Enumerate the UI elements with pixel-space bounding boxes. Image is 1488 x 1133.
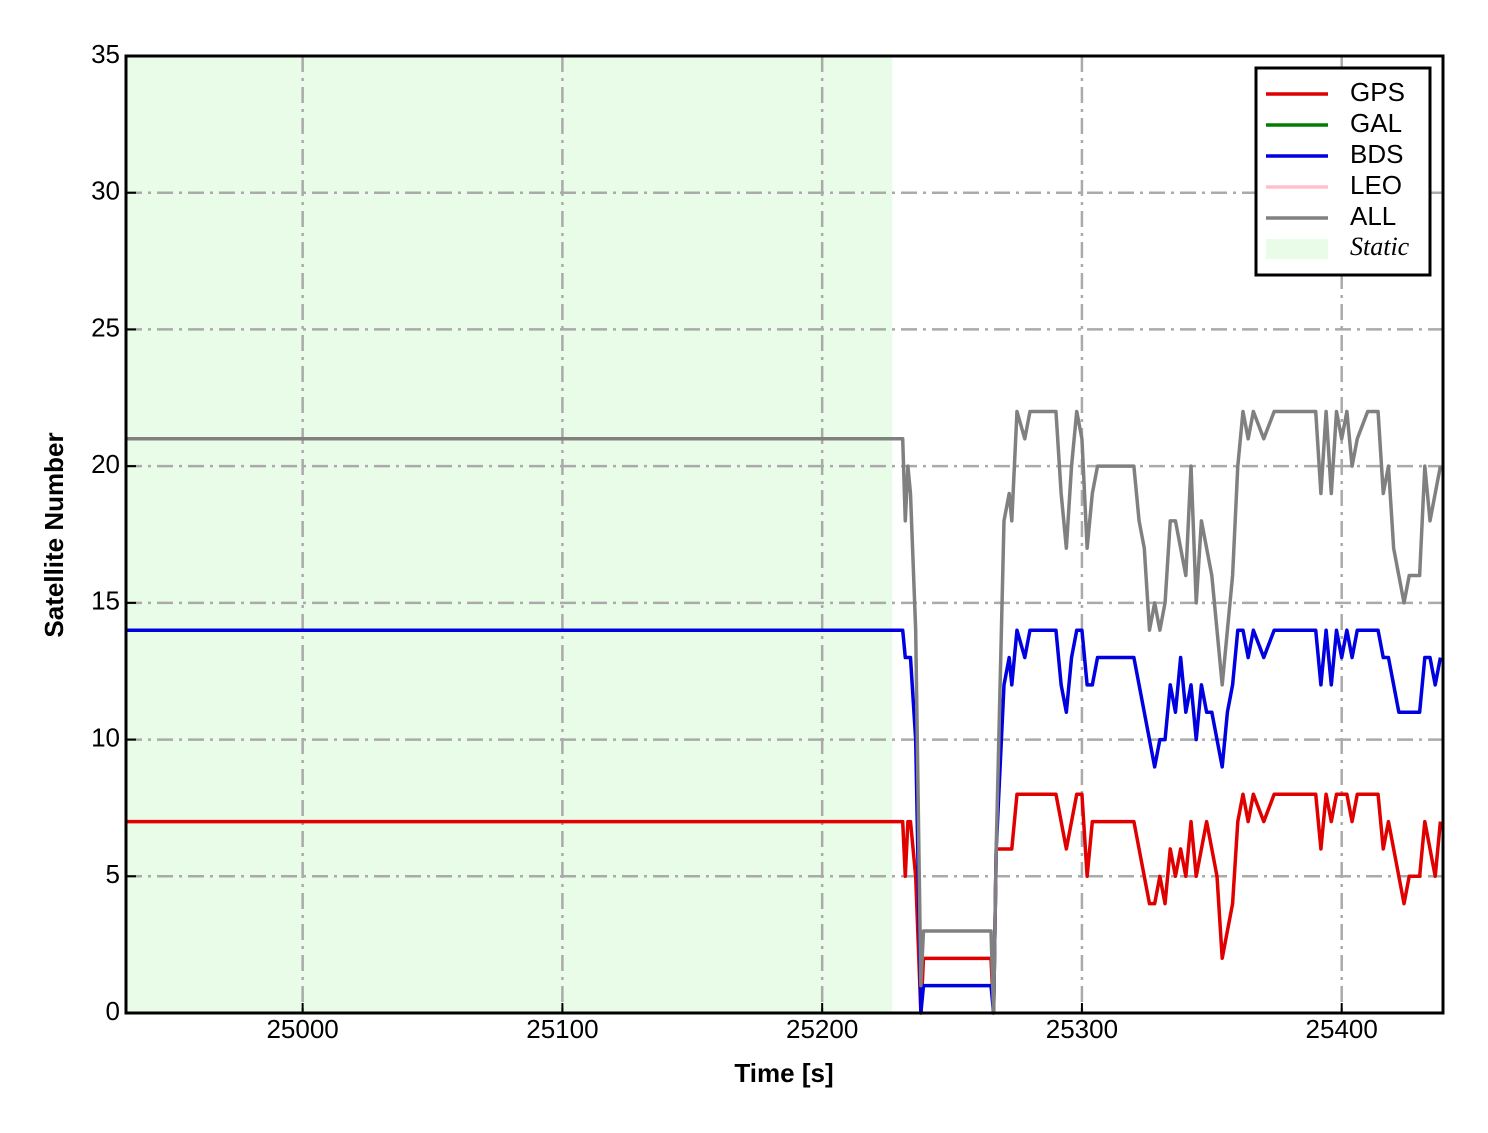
x-tick-label: 25300 — [1046, 1014, 1118, 1044]
y-tick-label: 30 — [91, 176, 120, 206]
series-line — [126, 409, 1443, 1015]
series-line — [126, 628, 1443, 1015]
y-axis-label: Satellite Number — [39, 432, 69, 637]
legend-label: LEO — [1350, 170, 1402, 200]
x-tick-label: 25100 — [526, 1014, 598, 1044]
static-region — [126, 56, 893, 1013]
y-tick-label: 10 — [91, 722, 120, 752]
legend-label: GAL — [1350, 108, 1402, 138]
x-axis-label: Time [s] — [734, 1058, 833, 1088]
x-tick-label: 25200 — [786, 1014, 858, 1044]
y-tick-label: 35 — [91, 39, 120, 69]
legend-label: ALL — [1350, 201, 1396, 231]
y-tick-label: 15 — [91, 586, 120, 616]
y-tick-label: 25 — [91, 312, 120, 342]
legend-label: GPS — [1350, 77, 1405, 107]
plot-frame — [124, 54, 1445, 1015]
x-tick-label: 25000 — [266, 1014, 338, 1044]
y-tick-label: 5 — [106, 859, 120, 889]
legend-label: BDS — [1350, 139, 1403, 169]
series-line — [126, 792, 1443, 1015]
x-tick-label: 25400 — [1306, 1014, 1378, 1044]
y-tick-label: 20 — [91, 449, 120, 479]
legend-label: Static — [1350, 232, 1410, 261]
y-tick-label: 0 — [106, 996, 120, 1026]
legend-swatch — [1266, 239, 1328, 259]
